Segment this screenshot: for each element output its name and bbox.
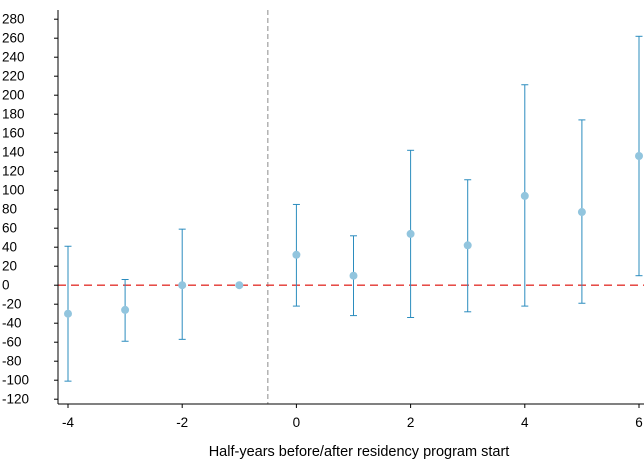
y-tick-label: -60 [2,335,22,350]
y-tick-label: 240 [2,50,25,65]
y-tick-label: 200 [2,88,25,103]
data-point [178,281,187,290]
x-tick-label: 4 [521,415,529,430]
data-point [463,241,472,250]
y-tick-label: -100 [2,373,29,388]
y-tick-label: 120 [2,164,25,179]
y-tick-label: 60 [2,221,17,236]
data-point [520,191,529,200]
y-tick-label: 280 [2,12,25,27]
x-axis-title: Half-years before/after residency progra… [209,444,510,460]
data-point [121,305,130,314]
y-tick-label: -80 [2,354,22,369]
y-tick-label: 220 [2,69,25,84]
data-point [577,208,586,217]
x-tick-label: -4 [62,415,74,430]
y-tick-label: 260 [2,31,25,46]
y-tick-label: 160 [2,126,25,141]
x-tick-label: 2 [407,415,415,430]
y-tick-label: 100 [2,183,25,198]
y-axis-ticks: 280260240220200180160140120100806040200-… [2,12,58,407]
y-tick-label: -20 [2,297,22,312]
y-tick-label: 140 [2,145,25,160]
data-point [349,271,358,280]
axes [57,10,644,405]
x-tick-label: -2 [176,415,188,430]
data-point [635,152,643,160]
data-point [64,309,72,318]
data-points [64,152,643,318]
x-tick-label: 0 [293,415,301,430]
y-tick-label: 20 [2,259,17,274]
error-bars [64,35,643,382]
y-tick-label: 0 [2,278,10,293]
y-tick-label: 40 [2,240,17,255]
reference-lines [58,10,644,404]
data-point [292,250,301,259]
y-tick-label: 180 [2,107,25,122]
data-point [235,281,244,290]
y-tick-label: 80 [2,202,17,217]
data-point [406,229,415,238]
x-axis-ticks: -4 -2 0 2 4 6 [62,404,643,430]
x-tick-label: 6 [635,415,643,430]
y-tick-label: -40 [2,316,22,331]
y-tick-label: -120 [2,392,29,407]
